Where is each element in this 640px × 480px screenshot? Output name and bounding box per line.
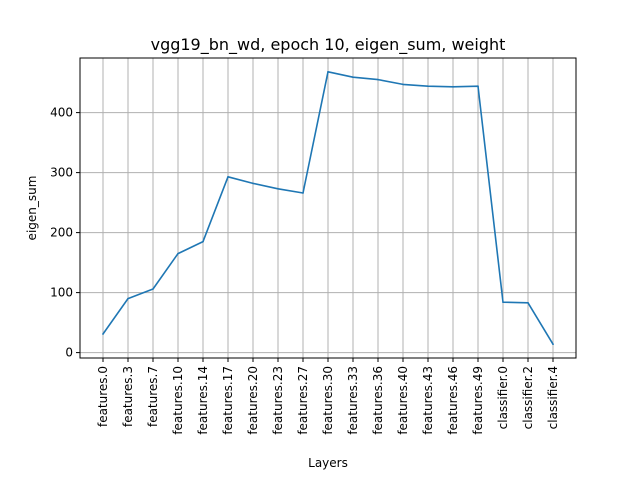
data-point bbox=[477, 85, 479, 87]
x-axis-ticks: features.0 features.3 features.7 features.1… bbox=[96, 358, 560, 435]
x-tick-label: features.36 bbox=[371, 366, 385, 435]
y-axis-ticks: 0 100 200 300 400 bbox=[50, 106, 80, 360]
data-point bbox=[377, 78, 379, 81]
data-point bbox=[227, 176, 229, 178]
data-point bbox=[427, 85, 429, 87]
x-tick-label: features.27 bbox=[296, 366, 310, 435]
x-tick-label: features.3 bbox=[121, 366, 135, 427]
data-point bbox=[177, 252, 179, 255]
x-tick-label: features.43 bbox=[421, 366, 435, 435]
data-point bbox=[277, 188, 279, 190]
x-tick-label: features.0 bbox=[96, 366, 110, 427]
x-axis-label: Layers bbox=[308, 456, 348, 470]
y-tick-label: 400 bbox=[50, 106, 73, 120]
data-point bbox=[127, 297, 129, 300]
data-point bbox=[102, 333, 104, 335]
chart-title: vgg19_bn_wd, epoch 10, eigen_sum, weight bbox=[151, 35, 506, 55]
x-tick-label: features.33 bbox=[346, 366, 360, 435]
y-tick-label: 200 bbox=[50, 226, 73, 240]
x-tick-label: features.30 bbox=[321, 366, 335, 435]
data-point bbox=[327, 71, 329, 73]
y-tick-label: 300 bbox=[50, 166, 73, 180]
data-point bbox=[152, 288, 154, 290]
x-tick-label: classifier.4 bbox=[546, 366, 560, 429]
x-tick-label: classifier.2 bbox=[521, 366, 535, 429]
series-layer bbox=[102, 71, 554, 346]
x-tick-label: features.14 bbox=[196, 366, 210, 435]
grid-lines bbox=[80, 58, 576, 358]
data-point bbox=[352, 76, 354, 78]
y-axis-label: eigen_sum bbox=[25, 176, 39, 241]
y-tick-label: 0 bbox=[65, 346, 73, 360]
x-tick-label: features.40 bbox=[396, 366, 410, 435]
data-point bbox=[302, 192, 304, 194]
x-tick-label: features.46 bbox=[446, 366, 460, 435]
data-point bbox=[452, 86, 454, 88]
data-point bbox=[502, 301, 504, 304]
data-point bbox=[552, 343, 554, 346]
data-point bbox=[202, 240, 204, 243]
x-tick-label: features.20 bbox=[246, 366, 260, 435]
x-tick-label: classifier.0 bbox=[496, 366, 510, 429]
data-point bbox=[402, 83, 404, 86]
x-tick-label: features.49 bbox=[471, 366, 485, 435]
x-tick-label: features.23 bbox=[271, 366, 285, 435]
x-tick-label: features.10 bbox=[171, 366, 185, 435]
x-tick-label: features.7 bbox=[146, 366, 160, 427]
data-point bbox=[252, 182, 254, 185]
data-point bbox=[527, 302, 529, 304]
y-tick-label: 100 bbox=[50, 286, 73, 300]
x-tick-label: features.17 bbox=[221, 366, 235, 435]
